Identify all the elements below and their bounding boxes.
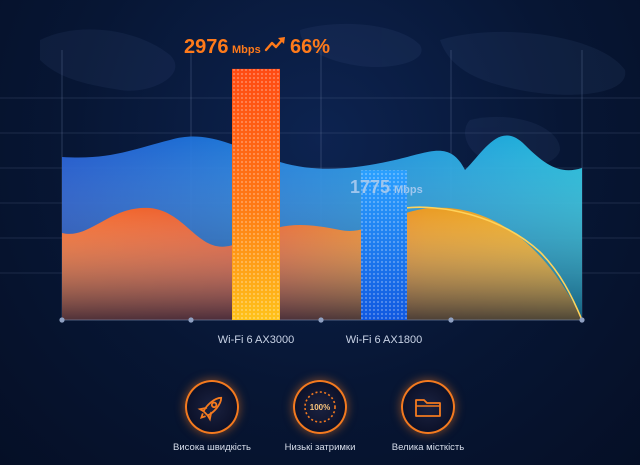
bar-value-label-ax1800: 1775 xyxy=(350,177,390,197)
feature-3: Велика місткість xyxy=(363,380,493,453)
rocket-icon xyxy=(185,380,239,434)
category-label: Wi-Fi 6 AX1800 xyxy=(346,334,422,346)
orange-speed-curve xyxy=(404,206,583,321)
bar-change-label-ax3000: 66% xyxy=(290,36,330,58)
axis-tick-dot xyxy=(579,317,585,323)
folder-icon xyxy=(401,380,455,434)
feature-label: Низькі затримки xyxy=(284,442,356,453)
trend-up-icon xyxy=(264,37,285,52)
bar-unit-label-ax3000: Mbps xyxy=(232,44,261,56)
axis-tick-dot xyxy=(318,317,324,323)
bar-ax1800-texture xyxy=(361,170,407,320)
world-map-background xyxy=(40,23,626,167)
bar-unit-label-ax1800: Mbps xyxy=(394,184,423,196)
percent-circle-icon: 100% xyxy=(293,380,347,434)
bar-value-label-ax3000: 2976 xyxy=(184,36,229,58)
axis-tick-dot xyxy=(59,317,65,323)
feature-1: Висока швидкість xyxy=(147,380,277,453)
feature-label: Велика місткість xyxy=(391,442,465,453)
percent-icon-text: 100% xyxy=(310,403,330,412)
orange-speed-area-shade xyxy=(62,207,582,320)
category-label: Wi-Fi 6 AX3000 xyxy=(218,334,294,346)
bar-ax3000-texture xyxy=(232,68,280,321)
axis-tick-dot xyxy=(448,317,454,323)
feature-2: 100% Низькі затримки xyxy=(255,380,385,453)
axis-tick-dot xyxy=(188,317,194,323)
x-axis-ticks xyxy=(59,317,585,323)
feature-label: Висока швидкість xyxy=(173,442,251,453)
